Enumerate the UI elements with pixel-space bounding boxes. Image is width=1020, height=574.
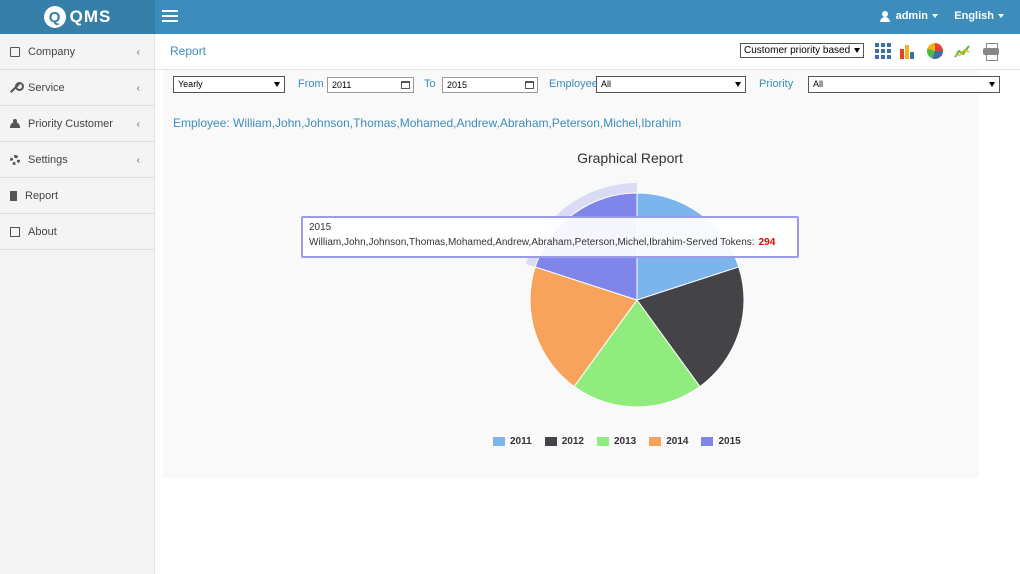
legend-item-2011[interactable]: 2011 (493, 436, 532, 447)
sidebar-item-label: Company (28, 45, 76, 58)
chart-legend: 2011 2012 2013 2014 2015 (493, 436, 754, 447)
caret-down-icon (998, 14, 1004, 19)
pie-slice-2014[interactable] (529, 266, 638, 388)
page-title: Report (170, 44, 207, 58)
tooltip-body: William,John,Johnson,Thomas,Mohamed,Andr… (309, 237, 791, 248)
legend-item-2015[interactable]: 2015 (701, 436, 741, 447)
dropdown-arrow-icon (854, 48, 860, 53)
file-icon (10, 190, 17, 201)
priority-select[interactable]: All (808, 76, 1000, 93)
legend-swatch (649, 437, 662, 446)
from-date-value: 2011 (332, 80, 352, 90)
user-menu[interactable]: admin (879, 10, 938, 22)
sidebar-item-label: Service (28, 81, 65, 94)
pie-chart-icon[interactable] (927, 43, 943, 59)
legend-item-2014[interactable]: 2014 (649, 436, 688, 447)
user-name: admin (895, 10, 928, 22)
employee-value: All (601, 79, 612, 89)
chevron-left-icon: ‹ (136, 83, 140, 94)
dropdown-arrow-icon (274, 82, 280, 87)
tooltip-header: 2015 (309, 222, 332, 233)
users-icon (10, 118, 20, 129)
hamburger-icon (162, 10, 178, 12)
employee-label: Employee (549, 78, 598, 90)
sidebar-item-priority-customer[interactable]: Priority Customer ‹ (0, 106, 154, 142)
sidebar: Company ‹ Service ‹ Priority Customer ‹ … (0, 34, 155, 574)
gear-icon (10, 154, 20, 165)
to-label: To (424, 78, 436, 90)
legend-swatch (596, 437, 609, 446)
legend-item-2012[interactable]: 2012 (544, 436, 584, 447)
legend-swatch (544, 437, 557, 446)
print-icon[interactable] (983, 43, 999, 61)
report-type-select[interactable]: Customer priority based (740, 43, 864, 58)
sidebar-item-about[interactable]: About (0, 214, 154, 250)
chevron-left-icon: ‹ (136, 119, 140, 130)
employee-summary: Employee: William,John,Johnson,Thomas,Mo… (173, 116, 682, 130)
pie-slice-2013[interactable] (573, 299, 701, 408)
sidebar-item-label: Priority Customer (28, 117, 113, 130)
line-chart-icon[interactable] (954, 43, 970, 59)
legend-swatch (493, 437, 505, 446)
edit-icon (10, 226, 20, 237)
sidebar-item-report[interactable]: Report (0, 178, 154, 214)
sidebar-item-settings[interactable]: Settings ‹ (0, 142, 154, 178)
calendar-icon[interactable] (401, 81, 410, 89)
legend-item-2013[interactable]: 2013 (596, 436, 637, 447)
sidebar-item-label: Settings (28, 153, 68, 166)
legend-label: 2013 (613, 436, 637, 447)
priority-label: Priority (759, 78, 794, 90)
priority-value: All (813, 79, 824, 89)
dropdown-arrow-icon (735, 82, 741, 87)
sidebar-toggle-button[interactable] (162, 10, 178, 24)
caret-down-icon (932, 14, 938, 18)
logo-text: QMS (69, 7, 112, 26)
app-logo[interactable]: Q QMS (0, 0, 155, 34)
table-view-icon[interactable] (875, 43, 891, 59)
to-date-value: 2015 (447, 80, 468, 90)
tooltip-series-label: William,John,Johnson,Thomas,Mohamed,Andr… (309, 237, 755, 248)
employee-select[interactable]: All (596, 76, 746, 93)
main-content: Yearly From 2011 To 2015 Employee All Pr… (155, 70, 1020, 574)
from-date-input[interactable]: 2011 (327, 77, 414, 93)
wrench-icon (10, 81, 24, 93)
language-label: English (954, 10, 994, 22)
logo-mark: Q (43, 6, 66, 28)
report-type-value: Customer priority based (744, 45, 851, 56)
sidebar-item-label: About (28, 225, 57, 238)
bar-chart-icon[interactable] (900, 43, 916, 59)
tooltip-value: 294 (758, 237, 776, 248)
report-panel: Yearly From 2011 To 2015 Employee All Pr… (163, 70, 1000, 478)
from-label: From (298, 78, 324, 90)
chart-title: Graphical Report (577, 150, 683, 166)
user-icon (879, 10, 890, 22)
calendar-icon[interactable] (525, 81, 534, 89)
sidebar-item-label: Report (25, 189, 59, 202)
sidebar-item-company[interactable]: Company ‹ (0, 34, 154, 70)
to-date-input[interactable]: 2015 (442, 77, 538, 93)
page-header: Report Customer priority based (155, 34, 1020, 70)
building-icon (10, 46, 20, 57)
period-value: Yearly (178, 79, 203, 89)
period-select[interactable]: Yearly (173, 76, 285, 93)
top-navbar: Q QMS admin English (0, 0, 1020, 34)
pie-slice-2012[interactable] (636, 266, 745, 388)
legend-label: 2011 (510, 436, 532, 447)
chart-tooltip: 2015 William,John,Johnson,Thomas,Mohamed… (301, 216, 799, 258)
language-menu[interactable]: English (954, 10, 1004, 22)
chevron-left-icon: ‹ (136, 155, 140, 166)
legend-label: 2015 (718, 436, 741, 447)
sidebar-item-service[interactable]: Service ‹ (0, 70, 154, 106)
legend-swatch (701, 437, 714, 446)
dropdown-arrow-icon (989, 82, 995, 87)
legend-label: 2012 (561, 436, 584, 447)
legend-label: 2014 (666, 436, 689, 447)
chevron-left-icon: ‹ (136, 47, 140, 58)
